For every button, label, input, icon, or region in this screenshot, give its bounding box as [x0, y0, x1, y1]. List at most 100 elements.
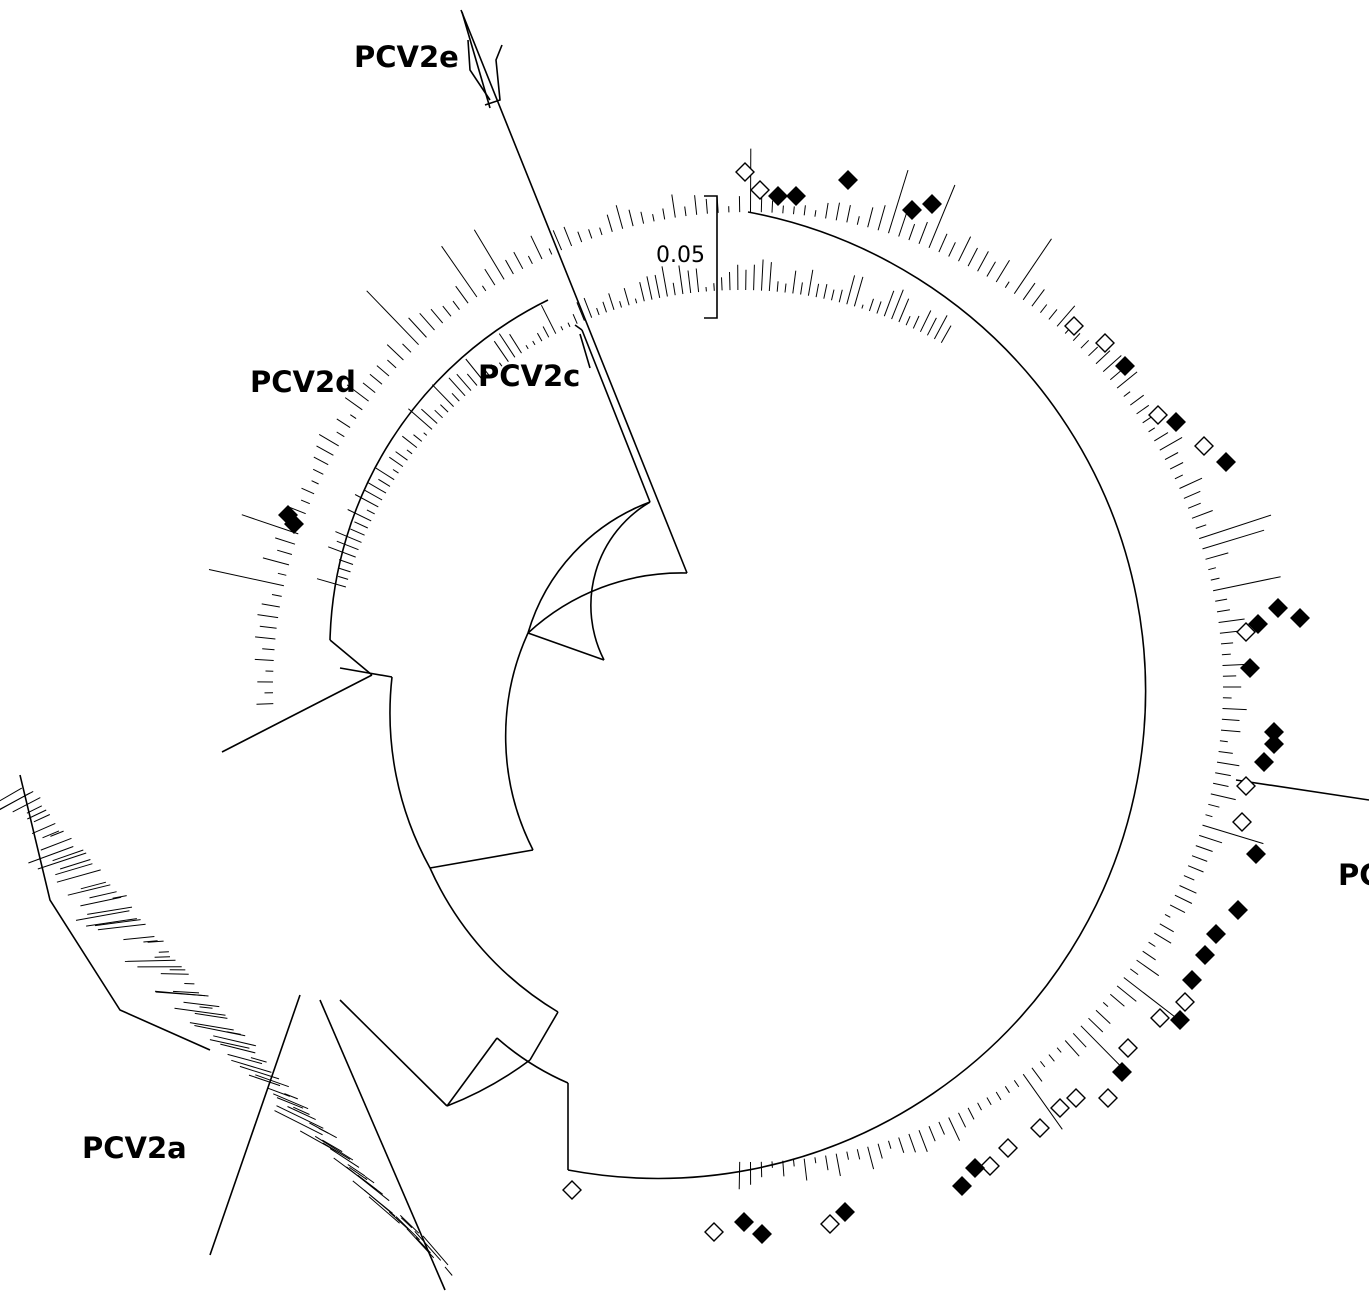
leaf-branch — [208, 569, 285, 587]
leaf-branch — [540, 304, 557, 334]
filled-diamond-marker — [284, 514, 304, 534]
leaf-branch — [938, 1121, 945, 1135]
leaf-branch — [338, 559, 354, 565]
leaf-branch — [274, 1110, 323, 1136]
arc-a-b — [429, 867, 559, 1013]
leaf-branch — [154, 990, 209, 997]
scale-bar: 0.05 — [656, 195, 718, 319]
leaf-branch — [354, 521, 369, 529]
leaf-branch — [1215, 598, 1228, 602]
leaf-branch — [1208, 803, 1220, 808]
leaf-branch — [825, 202, 829, 219]
leaf-branch — [1179, 477, 1203, 489]
leaf-branch — [89, 891, 117, 899]
leaf-branch — [1187, 865, 1204, 873]
clade-a-inner1 — [319, 999, 446, 1291]
leaf-branch — [1210, 577, 1220, 581]
leaf-branch — [877, 205, 886, 231]
leaf-branch — [336, 418, 351, 429]
leaf-branch — [1031, 289, 1045, 307]
leaf-branch — [1164, 452, 1179, 461]
leaf-branch — [1221, 718, 1240, 721]
filled-diamond-marker — [965, 1158, 985, 1178]
leaf-branch — [898, 298, 910, 323]
filled-diamond-marker — [922, 194, 942, 214]
leaf-branch — [1022, 1073, 1063, 1130]
leaf-branch — [721, 277, 723, 291]
leaf-branch — [368, 1196, 400, 1224]
leaf-branch — [56, 869, 101, 883]
leaf-branch — [1220, 642, 1234, 645]
leaf-branch — [803, 1158, 808, 1181]
leaf-branch — [940, 325, 952, 344]
filled-diamond-marker — [1248, 614, 1268, 634]
leaf-branch — [143, 940, 158, 943]
open-diamond-marker — [1050, 1098, 1070, 1118]
leaf-branch — [1220, 729, 1241, 733]
leaf-branch — [908, 223, 916, 241]
leaf-branch — [1004, 281, 1010, 288]
leaf-branch — [1148, 941, 1156, 947]
leaf-branch — [661, 266, 668, 297]
branch-d-a — [429, 849, 534, 869]
leaf-branch — [908, 1133, 916, 1153]
leaf-branch — [1072, 1032, 1087, 1048]
leaf-branch — [362, 382, 376, 393]
clade-c-tip — [574, 324, 583, 331]
leaf-branch — [466, 373, 478, 386]
leaf-branch — [347, 1164, 366, 1177]
leaf-branch — [406, 1228, 435, 1259]
leaf-branch — [1218, 618, 1245, 623]
clade-label-c: PCV2c — [478, 359, 580, 393]
leaf-branch — [576, 302, 585, 321]
leaf-branch — [490, 364, 496, 372]
leaf-branch — [40, 837, 72, 851]
leaf-branch — [646, 276, 653, 300]
leaf-branch — [1040, 1060, 1046, 1068]
leaf-branch — [174, 1007, 226, 1016]
leaf-branch — [261, 603, 280, 608]
leaf-branch — [713, 283, 715, 291]
open-diamond-marker — [1150, 1008, 1170, 1028]
leaf-branch — [366, 290, 419, 346]
leaf-branch — [1199, 834, 1223, 844]
leaf-branch — [846, 1151, 849, 1160]
leaf-branch — [209, 1039, 250, 1049]
clade-d-leaves — [316, 259, 952, 588]
branch-c-e — [527, 632, 605, 661]
leaf-branch — [434, 409, 443, 419]
clade-b-subtree — [208, 148, 1369, 1190]
leaf-branch — [273, 1093, 309, 1110]
leaf-branch — [678, 265, 684, 295]
leaf-branch — [369, 373, 383, 385]
leaf-branch — [640, 211, 645, 224]
leaf-branch — [386, 344, 404, 361]
open-diamond-marker — [1064, 316, 1084, 336]
leaf-branch — [530, 235, 543, 260]
open-diamond-marker — [1232, 812, 1252, 832]
leaf-branch — [408, 317, 427, 338]
leaf-branch — [1216, 609, 1230, 613]
leaf-branch — [793, 206, 795, 215]
leaf-branch — [1174, 474, 1184, 480]
leaf-branch — [322, 1139, 343, 1153]
leaf-branch — [684, 206, 687, 217]
leaf-branch — [50, 830, 64, 837]
leaf-branch — [498, 333, 516, 358]
leaf-branch — [375, 467, 395, 481]
leaf-branch — [363, 1189, 396, 1217]
leaf-branch — [977, 251, 989, 272]
leaf-branch — [619, 301, 622, 308]
leaf-branch — [431, 384, 454, 407]
leaf-branch — [1142, 950, 1156, 961]
leaf-branch — [831, 289, 835, 301]
leaf-branch — [1148, 427, 1156, 433]
clade-label-a: PCV2a — [82, 1131, 187, 1165]
filled-diamond-marker — [1216, 452, 1236, 472]
leaf-branch — [738, 1161, 741, 1190]
leaf-branch — [444, 1266, 453, 1276]
leaf-branch — [451, 392, 460, 402]
clade-d-subtree — [221, 259, 952, 753]
leaf-branch — [761, 259, 764, 291]
